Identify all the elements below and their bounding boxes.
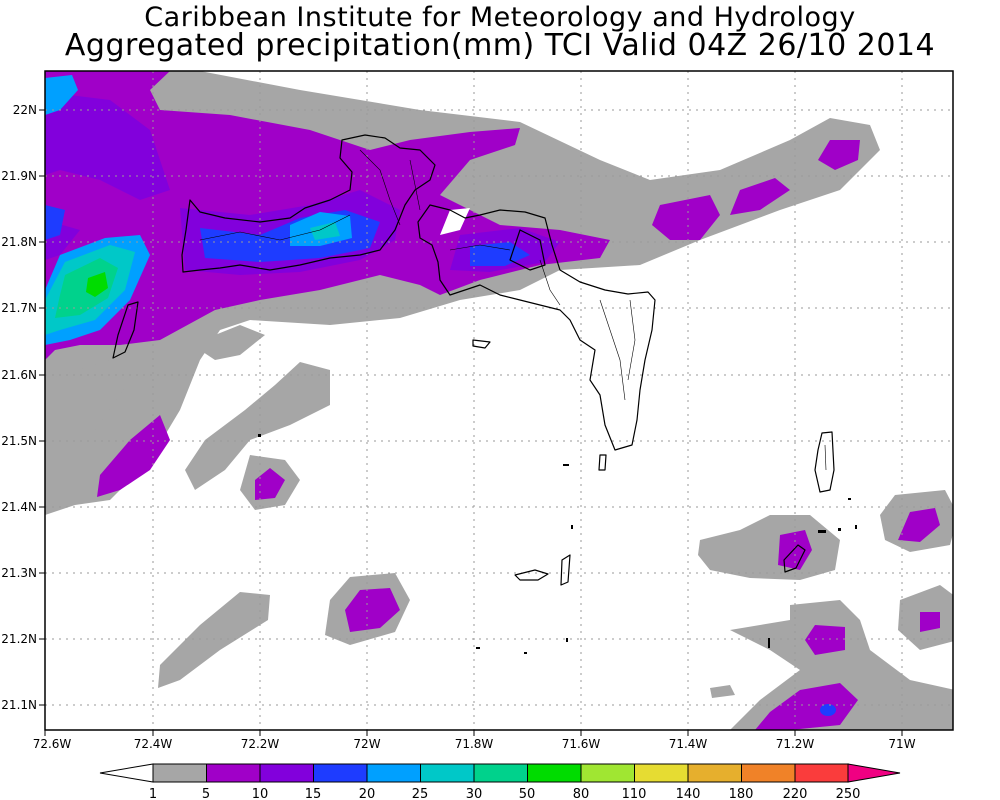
precip-area-gray	[698, 515, 840, 580]
precip-area-purple	[345, 588, 400, 632]
longitude-labels: 72.6W 72.4W 72.2W 72W 71.8W 71.6W 71.4W …	[33, 737, 916, 751]
island-grand-turk	[814, 431, 835, 493]
lat-label: 21.5N	[1, 434, 37, 448]
precip-area-purple	[97, 415, 170, 497]
legend-label: 250	[836, 787, 861, 800]
legend-label: 10	[252, 787, 269, 800]
precip-area-gray	[185, 362, 330, 490]
legend-swatch	[313, 763, 368, 783]
legend-swatch	[580, 763, 635, 783]
latitude-labels: 22N 21.9N 21.8N 21.7N 21.6N 21.5N 21.4N …	[1, 103, 37, 712]
lon-label: 71.6W	[562, 737, 601, 751]
legend-swatch	[206, 763, 261, 783]
legend-label: 20	[359, 787, 376, 800]
legend-label: 15	[305, 787, 322, 800]
lat-label: 21.7N	[1, 301, 37, 315]
legend-swatch	[420, 763, 475, 783]
legend-label: 80	[573, 787, 590, 800]
island-west-caicos	[112, 301, 139, 359]
color-legend: 1 5 10 15 20 25 30 50 80 110 140 180 220…	[99, 763, 901, 800]
precip-area-purple	[730, 178, 790, 215]
island-interior-lines	[199, 149, 827, 471]
legend-swatch	[259, 763, 314, 783]
legend-label: 220	[783, 787, 808, 800]
lat-label: 21.1N	[1, 698, 37, 712]
legend-low-arrow	[99, 763, 154, 783]
map-gridlines	[45, 71, 953, 730]
precipitation-field	[45, 71, 953, 730]
precip-area-gray	[730, 600, 953, 730]
legend-swatch	[152, 763, 207, 783]
precip-area-purple	[805, 625, 845, 655]
precip-area-gray	[45, 360, 130, 480]
precip-area-purple	[898, 508, 940, 542]
precip-area-purple	[920, 612, 940, 632]
lat-label: 21.2N	[1, 632, 37, 646]
legend-label: 5	[202, 787, 210, 800]
map-frame	[44, 70, 954, 731]
precip-area-gray	[710, 685, 735, 698]
island-cay	[598, 454, 607, 471]
legend-label: 140	[676, 787, 701, 800]
lon-label: 71W	[888, 737, 915, 751]
island-ambergris-cay	[514, 569, 549, 581]
legend-swatch	[527, 763, 582, 783]
legend-label: 25	[412, 787, 429, 800]
precip-area-lightblue	[45, 75, 78, 115]
small-cays	[258, 434, 857, 654]
legend-swatch	[741, 763, 796, 783]
axis-ticks	[39, 109, 903, 736]
precip-area-gray	[200, 325, 265, 360]
precip-area-white	[440, 208, 470, 235]
legend-swatch	[366, 763, 421, 783]
legend-boxes	[152, 763, 849, 783]
island-cay	[472, 339, 491, 349]
precip-area-violet	[45, 92, 170, 200]
precip-area-cyan	[310, 222, 340, 240]
lat-label: 21.3N	[1, 566, 37, 580]
precip-area-purple	[652, 195, 720, 240]
legend-high-arrow	[847, 763, 901, 783]
lat-label: 21.6N	[1, 368, 37, 382]
precip-area-purple	[818, 140, 860, 170]
precip-area-purple	[755, 683, 858, 730]
chart-subtitle: Aggregated precipitation(mm) TCI Valid 0…	[64, 28, 936, 63]
island-east-caicos-inner	[509, 229, 546, 271]
island-outlines	[112, 134, 835, 586]
legend-swatch	[473, 763, 528, 783]
island-salt-cay	[783, 544, 806, 573]
lon-label: 72.4W	[134, 737, 173, 751]
lon-label: 72.2W	[241, 737, 280, 751]
legend-label: 1	[149, 787, 157, 800]
chart-title: Caribbean Institute for Meteorology and …	[144, 2, 856, 33]
precip-area-gray	[158, 592, 270, 688]
legend-labels: 1 5 10 15 20 25 30 50 80 110 140 180 220…	[149, 787, 861, 800]
lat-label: 21.4N	[1, 500, 37, 514]
lat-label: 21.9N	[1, 169, 37, 183]
legend-swatch	[794, 763, 849, 783]
precip-area-blue	[820, 704, 836, 716]
legend-label: 110	[622, 787, 647, 800]
legend-label: 180	[729, 787, 754, 800]
precip-area-blue	[470, 242, 530, 266]
lat-label: 21.8N	[1, 235, 37, 249]
precip-area-darkgreen	[86, 272, 108, 297]
legend-label: 30	[466, 787, 483, 800]
lon-label: 71.8W	[455, 737, 494, 751]
lon-label: 71.4W	[669, 737, 708, 751]
lon-label: 72W	[353, 737, 380, 751]
precip-area-purple	[255, 468, 285, 500]
legend-swatch	[687, 763, 742, 783]
precip-area-blue	[45, 205, 65, 240]
legend-swatch	[634, 763, 689, 783]
lon-label: 71.2W	[776, 737, 815, 751]
precip-area-purple	[778, 530, 812, 570]
island-cay	[560, 554, 571, 586]
legend-label: 50	[519, 787, 536, 800]
island-providenciales	[181, 134, 436, 273]
lat-label: 22N	[13, 103, 37, 117]
lon-label: 72.6W	[33, 737, 72, 751]
island-north-caicos	[417, 204, 656, 451]
